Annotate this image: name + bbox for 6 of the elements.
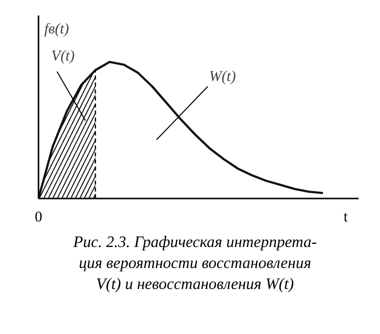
annotation: V(t) (51, 48, 75, 65)
text: 0 (34, 210, 42, 226)
x-axis-title: t (344, 210, 349, 226)
annotation: W(t) (209, 69, 236, 86)
text: Рис. 2.3. Графическая интерпрета- ция вероятности восстановления V(t) и невосстановления W(t) (73, 233, 317, 295)
y-axis-title: fв(t) (44, 21, 70, 38)
